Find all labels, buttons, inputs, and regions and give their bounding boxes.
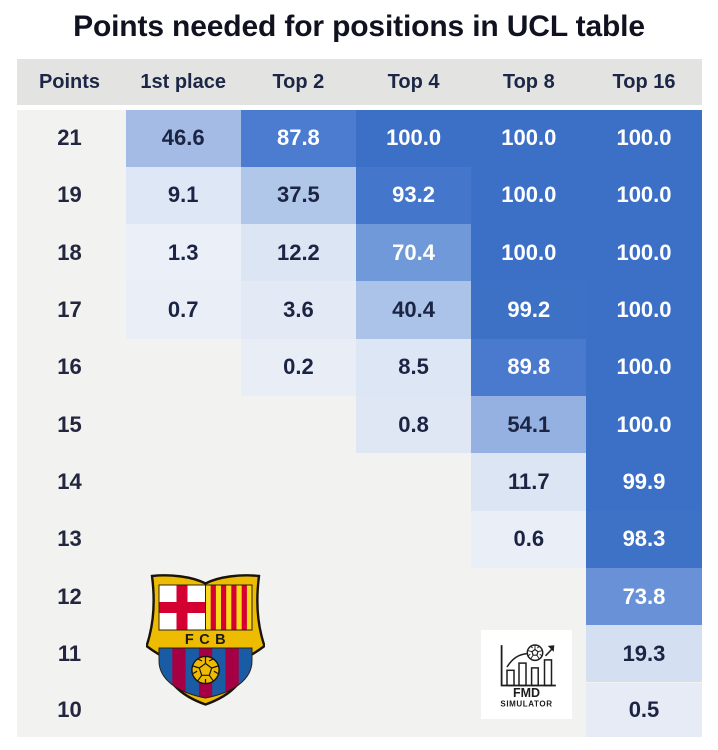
svg-text:SIMULATOR: SIMULATOR	[500, 700, 552, 709]
svg-text:FCB: FCB	[185, 632, 231, 648]
svg-text:FMD: FMD	[513, 686, 540, 700]
